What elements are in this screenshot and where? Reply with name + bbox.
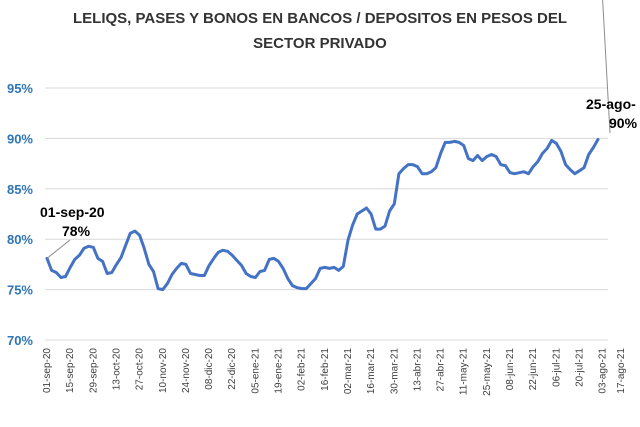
x-tick-label: 08-jun-21 <box>505 348 516 391</box>
x-tick-label: 06-jul-21 <box>551 348 562 387</box>
x-tick-label: 27-abr-21 <box>436 348 447 392</box>
x-tick-label: 27-oct-20 <box>135 348 146 391</box>
annotation-label: 01-sep-20 <box>40 204 105 220</box>
series-line <box>45 137 600 292</box>
x-tick-label: 05-ene-21 <box>250 348 261 394</box>
x-tick-label: 29-sep-20 <box>88 348 99 393</box>
x-tick-label: 15-sep-20 <box>65 348 76 393</box>
x-tick-label: 03-ago-21 <box>598 348 609 394</box>
x-tick-label: 01-sep-20 <box>42 348 53 393</box>
x-tick-label: 02-feb-21 <box>297 348 308 391</box>
x-tick-label: 17-ago-21 <box>616 348 627 394</box>
y-tick-label: 80% <box>7 232 33 247</box>
x-tick-label: 08-dic-20 <box>204 348 215 390</box>
x-tick-label: 30-mar-21 <box>389 348 400 395</box>
x-tick-label: 24-nov-20 <box>181 348 192 393</box>
chart-title-line-1: LELIQS, PASES Y BONOS EN BANCOS / DEPOSI… <box>73 10 567 27</box>
y-tick-label: 90% <box>7 131 33 146</box>
y-tick-label: 85% <box>7 182 33 197</box>
x-tick-label: 22-jun-21 <box>528 348 539 391</box>
x-tick-label: 20-jul-21 <box>574 348 585 387</box>
x-tick-label: 22-dic-20 <box>227 348 238 390</box>
y-tick-label: 75% <box>7 283 33 298</box>
x-tick-label: 16-mar-21 <box>366 348 377 395</box>
annotation-label: 25-ago- <box>586 96 636 112</box>
annotation-value: 78% <box>62 223 91 239</box>
y-tick-label: 70% <box>7 333 33 348</box>
x-tick-label: 10-nov-20 <box>158 348 169 393</box>
y-tick-label: 95% <box>7 81 33 96</box>
x-tick-label: 13-abr-21 <box>412 348 423 392</box>
x-tick-label: 02-mar-21 <box>343 348 354 395</box>
x-tick-label: 16-feb-21 <box>320 348 331 391</box>
annotation-leader-line <box>602 0 611 134</box>
x-tick-label: 25-may-21 <box>482 348 493 396</box>
x-tick-label: 19-ene-21 <box>274 348 285 394</box>
annotation-value: 90% <box>609 115 638 131</box>
x-tick-label: 13-oct-20 <box>111 348 122 391</box>
chart-title-line-2: SECTOR PRIVADO <box>253 35 387 52</box>
annotation-leader-line <box>46 239 71 259</box>
x-tick-label: 11-may-21 <box>459 348 470 395</box>
